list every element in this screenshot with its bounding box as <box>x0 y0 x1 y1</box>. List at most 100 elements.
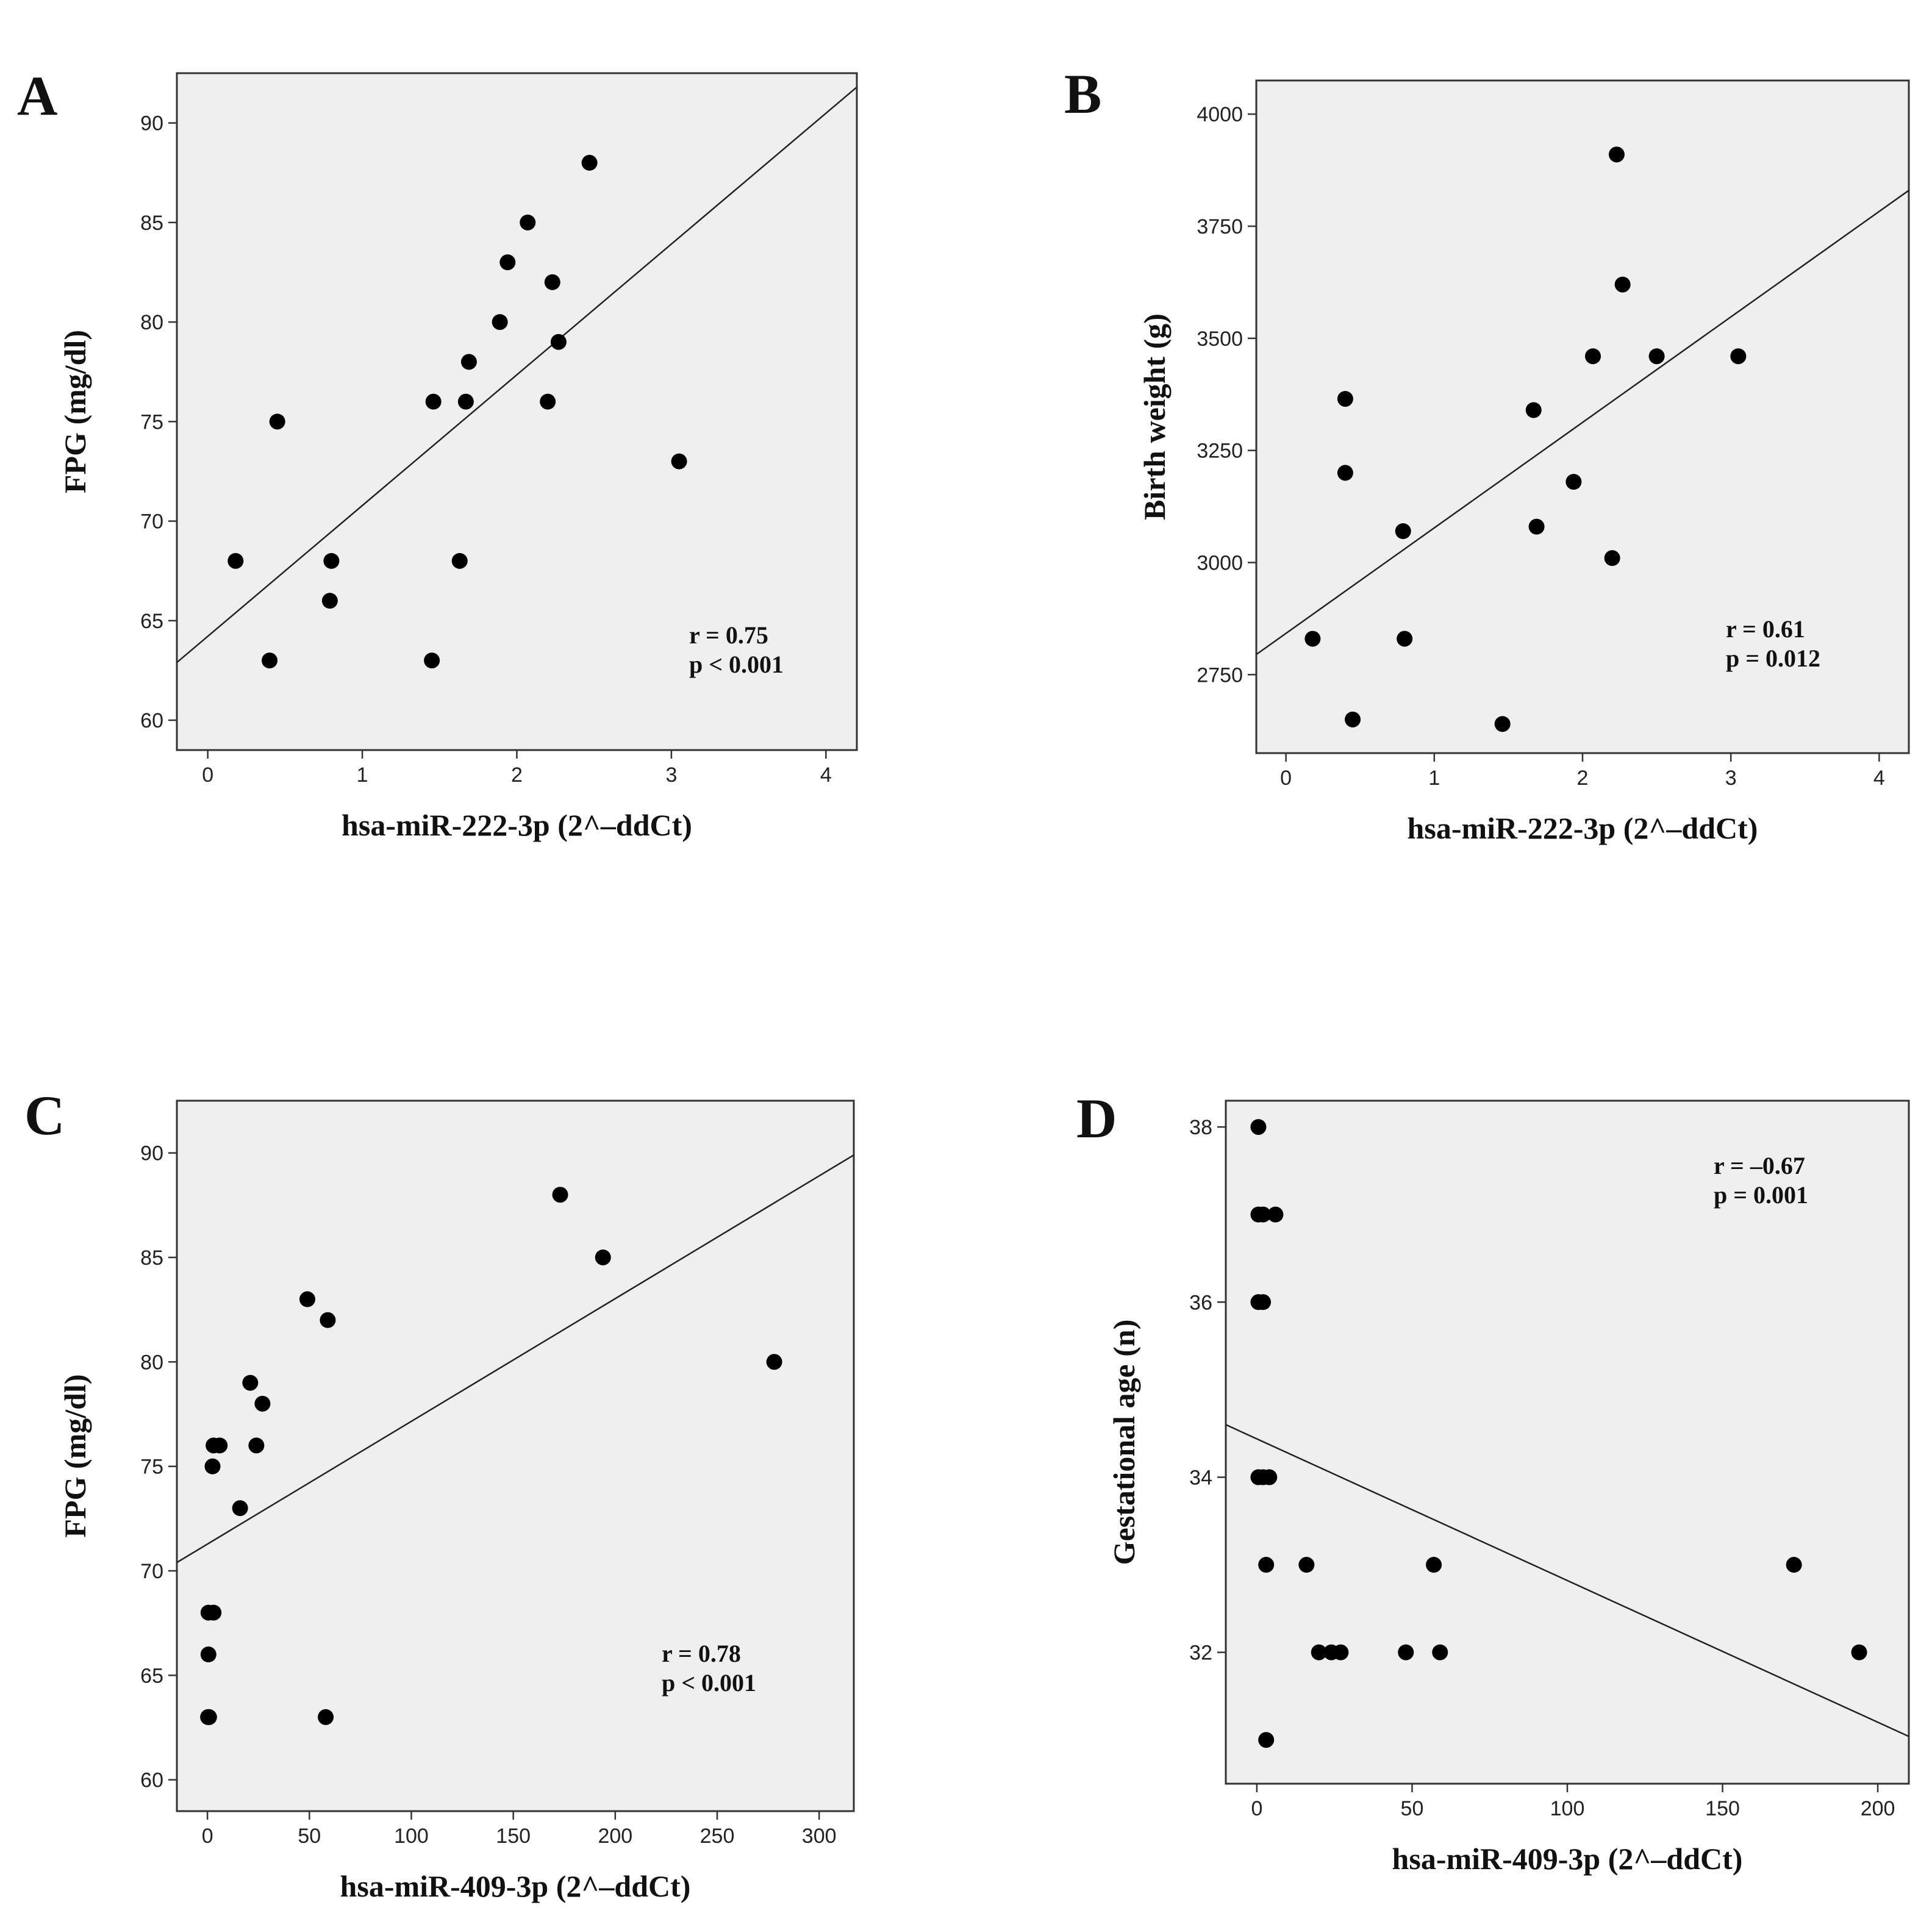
data-point <box>1258 1557 1275 1573</box>
p-value-label: p < 0.001 <box>689 651 784 678</box>
y-tick-label: 3500 <box>1197 327 1243 351</box>
data-point <box>1255 1206 1272 1223</box>
y-tick-label: 60 <box>140 709 163 732</box>
x-tick-label: 0 <box>202 763 213 787</box>
fit-line <box>1226 1424 1909 1737</box>
data-point <box>1304 631 1321 647</box>
y-tick-label: 32 <box>1189 1642 1212 1665</box>
p-value-label: p < 0.001 <box>662 1669 756 1696</box>
panel-d: D 0 50 100 150 200 32 34 36 38 hsa-miR-409-3p (2^–… <box>1076 1087 1910 1876</box>
data-point <box>520 214 536 231</box>
y-tick-label: 65 <box>140 1664 163 1687</box>
data-point <box>1311 1644 1327 1661</box>
data-point <box>1851 1644 1867 1661</box>
data-point <box>299 1291 315 1307</box>
data-point <box>232 1500 248 1517</box>
plot-area <box>176 72 858 751</box>
data-point <box>1333 1644 1349 1661</box>
y-tick-label: 90 <box>140 1142 163 1165</box>
data-point <box>544 274 560 290</box>
data-point <box>1267 1206 1284 1223</box>
panel-c: C 0 50 100 150 200 250 300 60 65 70 75 80 85 90 hsa-miR… <box>24 1084 855 1903</box>
y-tick-label: 2750 <box>1197 663 1243 687</box>
x-tick-label: 2 <box>1577 767 1589 790</box>
data-point <box>1648 348 1665 365</box>
x-tick-label: 250 <box>700 1825 735 1848</box>
data-point <box>320 1312 336 1328</box>
x-tick-label: 300 <box>802 1825 837 1848</box>
data-point <box>1730 348 1747 365</box>
y-axis-title: FPG (mg/dl) <box>58 330 92 493</box>
data-point <box>552 1187 568 1203</box>
data-point <box>1604 550 1620 567</box>
data-point <box>1426 1557 1442 1573</box>
correlation-r-label: r = 0.75 <box>689 621 768 649</box>
data-point <box>254 1395 271 1412</box>
x-tick-label: 100 <box>394 1825 429 1848</box>
data-point <box>1525 402 1542 418</box>
data-point <box>457 393 474 410</box>
p-value-label: p = 0.012 <box>1726 645 1820 672</box>
x-tick-label: 200 <box>1861 1797 1895 1820</box>
x-tick-label: 2 <box>511 763 523 787</box>
data-point <box>1258 1732 1275 1748</box>
x-axis-title: hsa-miR-222-3p (2^–ddCt) <box>342 808 692 842</box>
data-point <box>1608 146 1625 163</box>
panel-letter: D <box>1076 1087 1117 1149</box>
data-point <box>212 1437 228 1454</box>
data-point <box>766 1354 782 1370</box>
data-point <box>492 314 508 331</box>
data-point <box>595 1249 611 1265</box>
panel-b: B 0 1 2 3 4 2750 3000 3250 3500 3750 4000 hsa-miR-22… <box>1064 63 1910 845</box>
data-point <box>262 652 278 669</box>
x-tick-label: 4 <box>820 763 832 787</box>
x-tick-label: 50 <box>1401 1797 1424 1820</box>
data-point <box>540 393 556 410</box>
data-point <box>425 393 442 410</box>
y-axis-title: FPG (mg/dl) <box>58 1374 92 1537</box>
correlation-r-label: r = –0.67 <box>1714 1152 1805 1179</box>
data-point <box>1432 1644 1448 1661</box>
correlation-r-label: r = 0.78 <box>662 1640 741 1667</box>
x-tick-label: 1 <box>1428 767 1440 790</box>
data-point <box>206 1604 222 1621</box>
data-point <box>1398 1644 1414 1661</box>
data-point <box>1337 465 1353 481</box>
y-tick-label: 75 <box>140 410 163 434</box>
plot-area <box>1255 79 1910 754</box>
x-axis-title: hsa-miR-409-3p (2^–ddCt) <box>1392 1842 1743 1876</box>
y-tick-label: 80 <box>140 311 163 334</box>
data-point <box>1395 523 1411 540</box>
data-point <box>242 1375 259 1391</box>
plot-area <box>176 1099 855 1812</box>
data-point <box>1337 391 1353 407</box>
x-tick-label: 1 <box>357 763 368 787</box>
data-point <box>499 254 516 271</box>
data-point <box>1585 348 1601 365</box>
panel-letter: A <box>17 65 57 127</box>
panel-a: A 0 1 2 3 4 60 65 70 75 80 85 90 hsa-miR-222-3p (2^–d… <box>17 65 858 842</box>
data-point <box>204 1458 221 1475</box>
x-tick-label: 150 <box>496 1825 531 1848</box>
y-axis-title: Birth weight (g) <box>1137 313 1172 520</box>
y-tick-label: 65 <box>140 610 163 633</box>
y-tick-label: 90 <box>140 112 163 135</box>
data-point <box>1786 1557 1802 1573</box>
y-tick-label: 80 <box>140 1351 163 1374</box>
x-tick-label: 3 <box>665 763 677 787</box>
x-tick-label: 150 <box>1705 1797 1740 1820</box>
x-tick-label: 0 <box>202 1825 213 1848</box>
y-tick-label: 75 <box>140 1456 163 1479</box>
y-axis-title: Gestational age (n) <box>1107 1320 1141 1565</box>
y-tick-label: 3750 <box>1197 215 1243 238</box>
data-point <box>201 1709 217 1725</box>
x-axis-title: hsa-miR-222-3p (2^–ddCt) <box>1408 811 1758 845</box>
data-point <box>424 652 440 669</box>
data-point <box>1494 716 1511 732</box>
y-tick-label: 3250 <box>1197 440 1243 463</box>
fit-line <box>177 86 857 663</box>
panel-letter: C <box>24 1084 65 1146</box>
y-tick-label: 34 <box>1189 1466 1212 1489</box>
data-point <box>671 453 687 470</box>
y-tick-label: 85 <box>140 212 163 235</box>
